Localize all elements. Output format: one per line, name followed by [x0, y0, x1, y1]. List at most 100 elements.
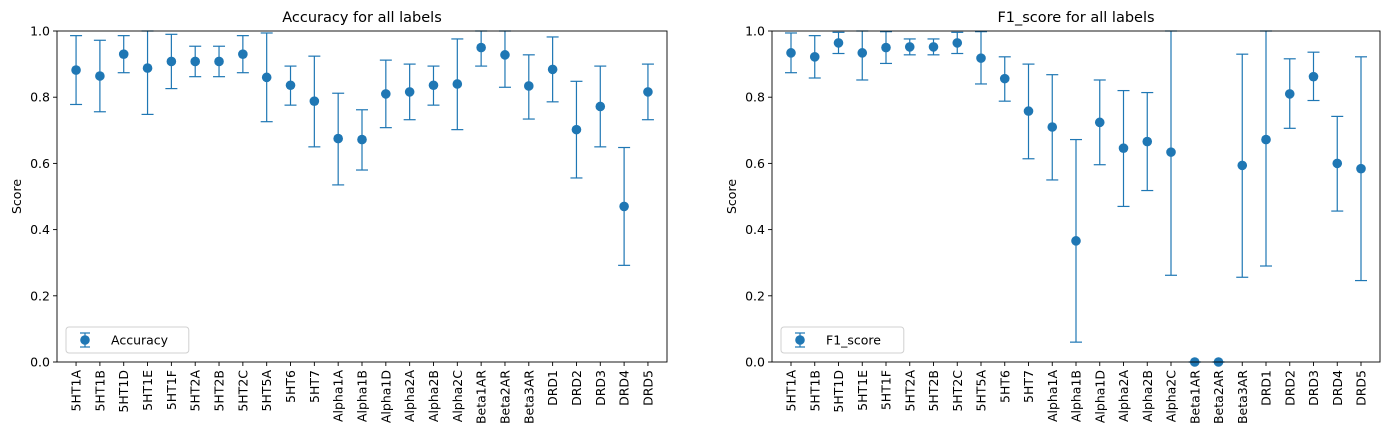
legend-label: F1_score: [826, 333, 881, 348]
x-tick-label: 5HT5A: [259, 370, 274, 412]
x-tick-label: 5HT5A: [974, 370, 989, 412]
x-tick-label: 5HT1A: [69, 370, 84, 412]
x-tick-label: 5HT7: [1021, 370, 1036, 403]
y-axis-label: Score: [9, 179, 24, 214]
chart-title: Accuracy for all labels: [282, 10, 442, 26]
data-point: [1237, 160, 1248, 171]
legend-box: [65, 326, 190, 354]
data-point: [1023, 106, 1034, 116]
y-tick-label: 0.6: [745, 156, 765, 171]
data-point: [571, 124, 582, 135]
data-point: [428, 80, 439, 91]
data-point: [809, 52, 820, 62]
data-point: [1308, 71, 1319, 82]
data-point: [881, 42, 891, 53]
data-point: [904, 42, 915, 52]
x-tick-label: DRD3: [1306, 370, 1321, 406]
y-tick-label: 0.0: [30, 355, 50, 370]
x-tick-label: Alpha1B: [355, 370, 370, 422]
data-point: [976, 53, 986, 63]
x-tick-label: DRD4: [1330, 370, 1345, 406]
data-point: [1261, 134, 1271, 145]
data-point: [619, 201, 629, 212]
data-point: [142, 63, 153, 73]
x-tick-label: 5HT1A: [784, 370, 799, 412]
x-tick-label: Alpha1A: [331, 370, 346, 422]
legend-marker-point: [795, 335, 805, 345]
y-tick-label: 0.0: [745, 355, 765, 370]
x-tick-label: Alpha2A: [402, 370, 417, 422]
x-tick-label: Alpha1B: [1069, 370, 1084, 422]
data-point: [1284, 89, 1295, 99]
x-tick-label: DRD2: [569, 370, 584, 406]
data-point: [999, 73, 1010, 84]
data-point: [309, 96, 320, 106]
x-tick-label: 5HT2B: [926, 370, 941, 412]
x-tick-label: 5HT6: [283, 370, 298, 403]
axes-frame: [56, 30, 668, 363]
data-point: [95, 71, 105, 81]
x-tick-label: DRD1: [545, 370, 560, 406]
data-point: [71, 65, 81, 75]
data-point: [285, 80, 296, 91]
x-tick-label: 5HT2C: [235, 370, 250, 412]
legend-box: [780, 326, 905, 354]
y-axis-label: Score: [724, 179, 739, 214]
x-tick-label: Alpha2A: [1116, 370, 1131, 422]
x-tick-label: DRD3: [593, 370, 608, 406]
f1-score-chart: F1_score for all labels Score 0.0 0.2 0.4 0.6…: [724, 10, 1381, 424]
y-tick-label: 0.6: [30, 156, 50, 171]
legend-label: Accuracy: [111, 333, 169, 348]
x-tick-label: 5HT2A: [902, 370, 917, 412]
x-tick-label: 5HT1F: [164, 370, 179, 410]
x-tick-label: Beta1AR: [474, 370, 489, 424]
data-point: [928, 42, 939, 52]
plot-area: [785, 30, 1367, 367]
data-point: [1356, 163, 1366, 174]
legend: Accuracy: [65, 326, 190, 354]
data-point: [1166, 147, 1176, 157]
x-tick-label: 5HT1D: [116, 370, 131, 413]
data-point: [1142, 136, 1153, 147]
y-tick-label: 0.4: [745, 222, 765, 237]
plot-area: [70, 30, 654, 266]
data-point: [166, 56, 177, 67]
data-point: [238, 49, 248, 59]
data-point: [857, 48, 868, 58]
data-point: [786, 48, 796, 58]
data-point: [1071, 236, 1081, 246]
y-tick-label: 0.2: [30, 288, 50, 303]
y-tick-label: 1.0: [745, 24, 765, 39]
x-tick-label: 5HT1D: [831, 370, 846, 413]
legend: F1_score: [780, 326, 905, 354]
data-point: [214, 56, 224, 67]
data-point: [404, 87, 415, 97]
x-tick-label: Beta2AR: [1211, 370, 1226, 424]
x-tick-label: Alpha1D: [1092, 370, 1107, 423]
y-tick-label: 1.0: [30, 24, 50, 39]
x-tick-label: Beta3AR: [1235, 370, 1250, 424]
x-tick-label: 5HT1E: [855, 370, 870, 411]
data-point: [547, 64, 558, 75]
y-tick-label: 0.2: [745, 288, 765, 303]
data-point: [1118, 143, 1129, 153]
x-tick-label: DRD4: [617, 370, 632, 406]
x-tick-label: Alpha2C: [1164, 370, 1179, 422]
x-tick-label: Alpha2B: [426, 370, 441, 422]
error-bar: [1260, 30, 1272, 267]
y-tick-label: 0.8: [745, 90, 765, 105]
x-tick-label: Beta2AR: [497, 370, 512, 424]
chart-title: F1_score for all labels: [997, 10, 1154, 26]
data-point: [381, 89, 391, 99]
axes-frame: [771, 30, 1381, 363]
legend-marker-point: [80, 335, 90, 345]
x-tick-label: Alpha1D: [378, 370, 393, 423]
data-point: [118, 49, 129, 59]
data-point: [1094, 117, 1105, 128]
data-point: [357, 134, 367, 145]
y-tick-label: 0.8: [30, 90, 50, 105]
x-tick-label: 5HT1F: [879, 370, 894, 410]
data-point: [595, 101, 606, 112]
x-tick-label: Alpha2C: [450, 370, 465, 422]
data-point: [190, 56, 201, 67]
